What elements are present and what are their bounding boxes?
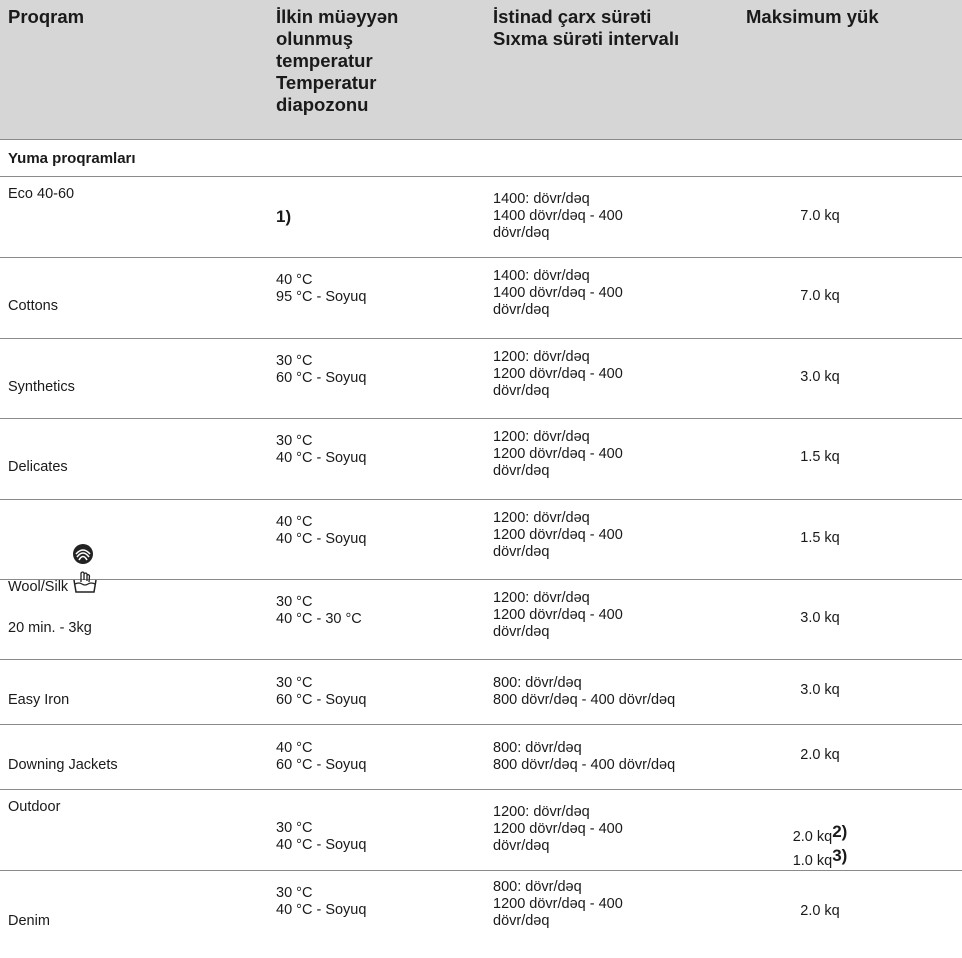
program-name: Synthetics (8, 379, 75, 395)
max-load-a: 2.0 kq2) (720, 806, 920, 846)
table-row: Cottons 40 °C 95 °C - Soyuq 1400: dövr/d… (0, 258, 962, 339)
hand-wash-icon (73, 571, 97, 593)
load-value: 1.0 kq (792, 853, 833, 869)
program-name: Wool/Silk (8, 579, 69, 595)
spin-speed: 1200: dövr/dəq 1200 dövr/dəq - 400 dövr/… (493, 804, 623, 854)
program-name: Eco 40-60 (8, 186, 75, 202)
section-heading: Yuma proqramları (0, 140, 962, 177)
spin-speed: 1400: dövr/dəq 1400 dövr/dəq - 400 dövr/… (493, 268, 623, 318)
max-load: 7.0 kq (800, 208, 840, 224)
max-load: 7.0 kq (800, 288, 840, 304)
max-load: 2.0 kq (800, 747, 840, 763)
table-row: Eco 40-60 1) 1400: dövr/dəq 1400 dövr/də… (0, 177, 962, 258)
table-row: Delicates 30 °C 40 °C - Soyuq 1200: dövr… (0, 419, 962, 500)
header-program: Proqram (8, 6, 85, 27)
temperature: 30 °C 40 °C - Soyuq (276, 820, 367, 853)
load-value: 2.0 kq (792, 829, 833, 845)
load-footnote: 3) (832, 846, 848, 865)
spin-speed: 800: dövr/dəq 1200 dövr/dəq - 400 dövr/d… (493, 879, 623, 929)
table-row: Outdoor 30 °C 40 °C - Soyuq 1200: dövr/d… (0, 790, 962, 871)
spin-speed: 1200: dövr/dəq 1200 dövr/dəq - 400 dövr/… (493, 590, 623, 640)
program-name-cell: Wool/Silk (8, 509, 98, 599)
max-load: 2.0 kq (800, 903, 840, 919)
table-row: Wool/Silk 40 °C 40 °C - Soyuq 1200: dövr… (0, 500, 962, 595)
spin-speed: 800: dövr/dəq 800 dövr/dəq - 400 dövr/də… (493, 740, 676, 773)
temperature: 40 °C 60 °C - Soyuq (276, 740, 367, 773)
spin-speed: 1200: dövr/dəq 1200 dövr/dəq - 400 dövr/… (493, 510, 623, 560)
program-name: Easy Iron (8, 692, 70, 708)
temperature: 40 °C 95 °C - Soyuq (276, 272, 367, 305)
program-name: Outdoor (8, 799, 61, 815)
max-load: 1.5 kq (800, 530, 840, 546)
program-name: Delicates (8, 459, 68, 475)
load-footnote: 2) (832, 822, 848, 841)
max-load: 1.5 kq (800, 449, 840, 465)
header-temperature: İlkin müəyyən olunmuş temperatur Tempera… (276, 6, 399, 115)
max-load-b: 1.0 kq3) (720, 830, 920, 870)
header-max-load: Maksimum yük (746, 6, 879, 27)
temperature-footnote: 1) (276, 207, 292, 226)
table-row: Denim 30 °C 40 °C - Soyuq 800: dövr/dəq … (0, 871, 962, 951)
temperature: 30 °C 40 °C - Soyuq (276, 885, 367, 918)
temperature: 30 °C 60 °C - Soyuq (276, 353, 367, 386)
spin-speed: 1400: dövr/dəq 1400 dövr/dəq - 400 dövr/… (493, 191, 623, 241)
spin-speed: 1200: dövr/dəq 1200 dövr/dəq - 400 dövr/… (493, 429, 623, 479)
spin-speed: 800: dövr/dəq 800 dövr/dəq - 400 dövr/də… (493, 675, 676, 708)
temperature: 30 °C 40 °C - 30 °C (276, 594, 362, 627)
max-load: 3.0 kq (800, 369, 840, 385)
max-load: 3.0 kq (800, 610, 840, 626)
program-name: Cottons (8, 298, 58, 314)
temperature: 40 °C 40 °C - Soyuq (276, 514, 367, 547)
max-load: 3.0 kq (800, 682, 840, 698)
spin-speed: 1200: dövr/dəq 1200 dövr/dəq - 400 dövr/… (493, 349, 623, 399)
section-title: Yuma proqramları (8, 150, 136, 167)
table-row: Easy Iron 30 °C 60 °C - Soyuq 800: dövr/… (0, 660, 962, 725)
header-spin-speed: İstinad çarx sürəti Sıxma sürəti interva… (493, 6, 680, 49)
temperature: 30 °C 60 °C - Soyuq (276, 675, 367, 708)
table-row: Downing Jackets 40 °C 60 °C - Soyuq 800:… (0, 725, 962, 790)
temperature: 30 °C 40 °C - Soyuq (276, 433, 367, 466)
table-row: 20 min. - 3kg 30 °C 40 °C - 30 °C 1200: … (0, 580, 962, 660)
wool-mark-icon (73, 544, 94, 564)
table-header: Proqram İlkin müəyyən olunmuş temperatur… (0, 0, 962, 140)
program-name: Downing Jackets (8, 757, 118, 773)
program-name: 20 min. - 3kg (8, 620, 92, 636)
table-row: Synthetics 30 °C 60 °C - Soyuq 1200: döv… (0, 339, 962, 419)
program-name: Denim (8, 913, 50, 929)
